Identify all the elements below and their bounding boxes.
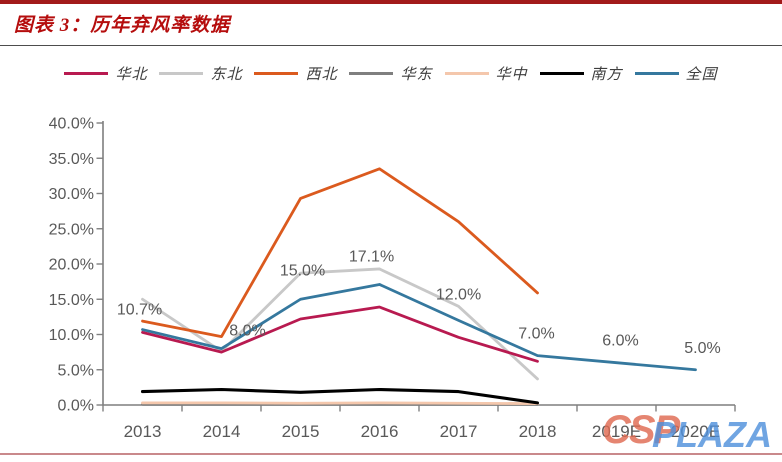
legend-swatch	[159, 71, 204, 75]
legend-item-华东: 华东	[349, 63, 432, 84]
series-line-华北	[141, 305, 539, 363]
y-tick-label: 30.0%	[49, 186, 94, 203]
x-tick-label: 2014	[203, 422, 241, 441]
legend-swatch	[64, 71, 109, 75]
data-label: 15.0%	[280, 262, 325, 279]
y-tick-label: 25.0%	[49, 221, 94, 238]
y-tick-label: 0.0%	[58, 398, 94, 415]
y-tick-label: 5.0%	[58, 362, 94, 379]
x-tick-label: 2013	[124, 422, 162, 441]
series-line-全国	[141, 283, 697, 372]
y-tick-label: 20.0%	[49, 257, 94, 274]
top-red-rule	[0, 0, 782, 4]
legend-swatch	[349, 71, 394, 75]
legend-label: 东北	[210, 66, 243, 83]
figure-title: 图表 3：历年弃风率数据	[14, 15, 231, 36]
series-line-西北	[141, 167, 539, 339]
legend-item-东北: 东北	[159, 63, 242, 84]
x-tick-label: 2018	[519, 422, 557, 441]
legend-swatch	[444, 71, 489, 75]
legend-label: 华东	[400, 66, 433, 83]
y-tick-label: 15.0%	[49, 292, 94, 309]
legend-item-西北: 西北	[254, 63, 337, 84]
data-label: 6.0%	[602, 333, 638, 350]
title-divider	[0, 45, 782, 47]
legend-swatch	[634, 71, 679, 75]
legend-label: 华中	[495, 66, 528, 83]
data-label: 17.1%	[349, 248, 394, 265]
legend-label: 全国	[685, 66, 718, 83]
series-line-南方	[140, 387, 540, 405]
data-label: 8.0%	[229, 323, 265, 340]
series-line-东北	[141, 267, 539, 381]
chart-legend: 华北 东北 西北 华东 华中 南方 全国	[0, 60, 782, 86]
data-label: 7.0%	[518, 326, 554, 343]
data-label: 12.0%	[436, 286, 481, 303]
x-tick-label: 2017	[440, 422, 478, 441]
legend-label: 西北	[305, 66, 338, 83]
legend-swatch	[539, 71, 584, 75]
legend-item-华北: 华北	[64, 63, 147, 84]
y-tick-label: 10.0%	[49, 327, 94, 344]
y-tick-label: 35.0%	[49, 151, 94, 168]
bottom-pink-rule	[0, 453, 782, 455]
legend-label: 南方	[590, 66, 623, 83]
legend-item-华中: 华中	[444, 63, 528, 84]
legend-swatch	[254, 71, 299, 75]
x-tick-label: 2016	[361, 422, 399, 441]
x-tick-label: 2019E	[592, 422, 641, 441]
legend-item-南方: 南方	[539, 63, 623, 84]
y-tick-label: 40.0%	[49, 116, 94, 133]
series-line-华中	[141, 401, 539, 405]
legend-item-全国: 全国	[634, 63, 718, 84]
x-tick-label: 2015	[282, 422, 320, 441]
x-tick-label: 2020E	[671, 422, 720, 441]
legend-label: 华北	[115, 66, 148, 83]
data-label: 10.7%	[117, 302, 162, 319]
data-label: 5.0%	[684, 340, 720, 357]
